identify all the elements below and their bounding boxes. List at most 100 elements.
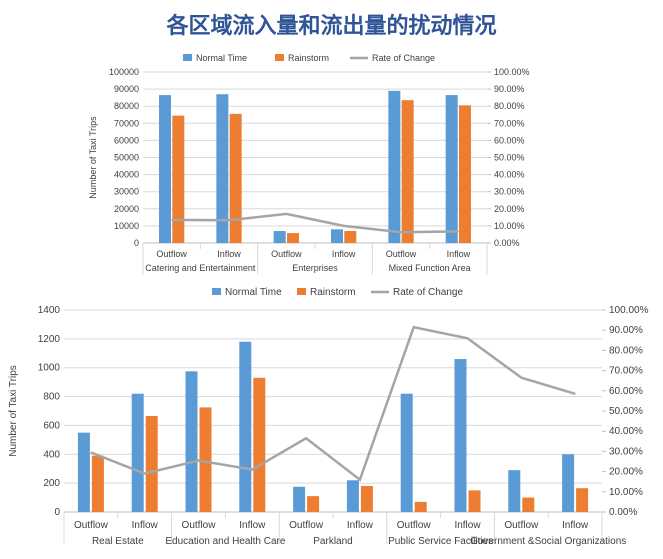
bar-normal-time: [293, 486, 306, 512]
y2-tick-label: 40.00%: [494, 170, 525, 180]
point-rate-of-change: [574, 393, 576, 395]
x-group-label: Real Estate: [92, 536, 144, 547]
y2-tick-label: 50.00%: [609, 406, 643, 417]
y-axis-title: Number of Taxi Trips: [8, 365, 19, 457]
chart-bottom: 0 200 400 600 800 1000 1200 1400 0.00% 10.00% 20.0…: [0, 280, 663, 559]
bar-rainstorm: [576, 488, 589, 512]
y-tick-label: 90000: [114, 84, 139, 94]
bar-normal-time: [331, 229, 344, 243]
bar-normal-time: [445, 95, 458, 244]
bar-rainstorm: [522, 497, 535, 512]
y2-tick-label: 30.00%: [494, 187, 525, 197]
y-tick-label: 50000: [114, 153, 139, 163]
x-category-label: Inflow: [347, 520, 374, 531]
y2-tick-label: 30.00%: [609, 446, 643, 457]
x-category-label: Outflow: [504, 520, 539, 531]
legend-label: Rainstorm: [310, 287, 356, 298]
y-tick-label: 1000: [38, 363, 61, 374]
y2-tick-label: 0.00%: [494, 238, 520, 248]
x-group-label: Mixed Function Area: [389, 263, 471, 273]
point-rate-of-change: [413, 326, 415, 328]
x-category-label: Outflow: [397, 520, 432, 531]
bar-normal-time: [454, 359, 467, 512]
y-tick-label: 1400: [38, 305, 61, 316]
bar-rainstorm: [458, 105, 471, 243]
point-rate-of-change: [359, 479, 361, 481]
bar-normal-time: [562, 454, 575, 512]
y2-tick-label: 40.00%: [609, 426, 643, 437]
legend-swatch: [297, 288, 306, 295]
y2-tick-label: 90.00%: [609, 325, 643, 336]
x-group-label: Enterprises: [292, 263, 338, 273]
bar-normal-time: [185, 371, 198, 512]
y2-tick-label: 100.00%: [609, 305, 649, 316]
y-tick-label: 200: [43, 478, 60, 489]
bar-normal-time: [77, 432, 90, 512]
y2-tick-label: 80.00%: [494, 101, 525, 111]
bar-rainstorm: [414, 501, 427, 512]
y2-tick-label: 70.00%: [494, 118, 525, 128]
chart-bottom-svg: 0 200 400 600 800 1000 1200 1400 0.00% 10.00% 20.0…: [8, 287, 649, 547]
y2-tick-label: 60.00%: [609, 386, 643, 397]
point-rate-of-change: [305, 437, 307, 439]
point-rate-of-change: [171, 219, 173, 221]
legend-swatch: [275, 54, 284, 61]
bar-rainstorm: [229, 113, 242, 244]
x-category-label: Outflow: [182, 520, 217, 531]
x-category-label: Outflow: [74, 520, 109, 531]
x-group-label: Government &Social Organizations: [470, 536, 626, 547]
y2-tick-label: 90.00%: [494, 84, 525, 94]
point-rate-of-change: [457, 230, 459, 232]
y-tick-label: 100000: [109, 67, 139, 77]
y2-tick-label: 10.00%: [609, 487, 643, 498]
y-tick-label: 70000: [114, 118, 139, 128]
bar-normal-time: [159, 95, 172, 244]
x-group-label: Parkland: [313, 536, 352, 547]
legend-label: Normal Time: [225, 287, 282, 298]
y-tick-label: 10000: [114, 221, 139, 231]
legend-label: Rate of Change: [393, 287, 463, 298]
y-tick-label: 800: [43, 392, 60, 403]
x-category-label: Inflow: [447, 249, 471, 259]
y2-tick-label: 0.00%: [609, 507, 637, 518]
y-tick-label: 80000: [114, 101, 139, 111]
bar-normal-time: [216, 94, 229, 243]
point-rate-of-change: [228, 219, 230, 221]
chart-top: 0 10000 20000 30000 40000 50000 60000 70000 8000…: [0, 38, 663, 283]
x-category-label: Outflow: [156, 249, 187, 259]
legend-swatch: [212, 288, 221, 295]
y-tick-label: 30000: [114, 187, 139, 197]
page-title: 各区域流入量和流出量的扰动情况: [166, 14, 497, 39]
bar-rainstorm: [286, 233, 299, 243]
y-tick-label: 20000: [114, 204, 139, 214]
bar-normal-time: [239, 341, 252, 512]
x-category-label: Outflow: [271, 249, 302, 259]
legend-label: Normal Time: [196, 53, 247, 63]
point-rate-of-change: [285, 213, 287, 215]
point-rate-of-change: [400, 231, 402, 233]
point-rate-of-change: [520, 377, 522, 379]
x-category-label: Inflow: [562, 520, 589, 531]
point-rate-of-change: [467, 337, 468, 339]
x-category-label: Inflow: [217, 249, 241, 259]
y-tick-label: 1200: [38, 334, 61, 345]
y-tick-label: 0: [54, 507, 60, 518]
y-tick-label: 40000: [114, 170, 139, 180]
bar-rainstorm: [360, 486, 373, 512]
y2-tick-label: 50.00%: [494, 153, 525, 163]
point-rate-of-change: [90, 451, 92, 453]
bar-rainstorm: [199, 407, 212, 512]
bar-normal-time: [388, 90, 401, 243]
legend-swatch: [183, 54, 192, 61]
y2-tick-label: 60.00%: [494, 135, 525, 145]
y2-tick-label: 80.00%: [609, 345, 643, 356]
bar-normal-time: [400, 393, 413, 512]
y2-tick-label: 20.00%: [494, 204, 525, 214]
point-rate-of-change: [144, 473, 146, 475]
x-category-label: Inflow: [239, 520, 266, 531]
series-line-rate-of-change: [171, 212, 459, 234]
bar-rainstorm: [307, 496, 320, 512]
bar-normal-time: [273, 231, 286, 243]
bar-rainstorm: [253, 377, 266, 512]
bar-rainstorm: [401, 100, 414, 243]
